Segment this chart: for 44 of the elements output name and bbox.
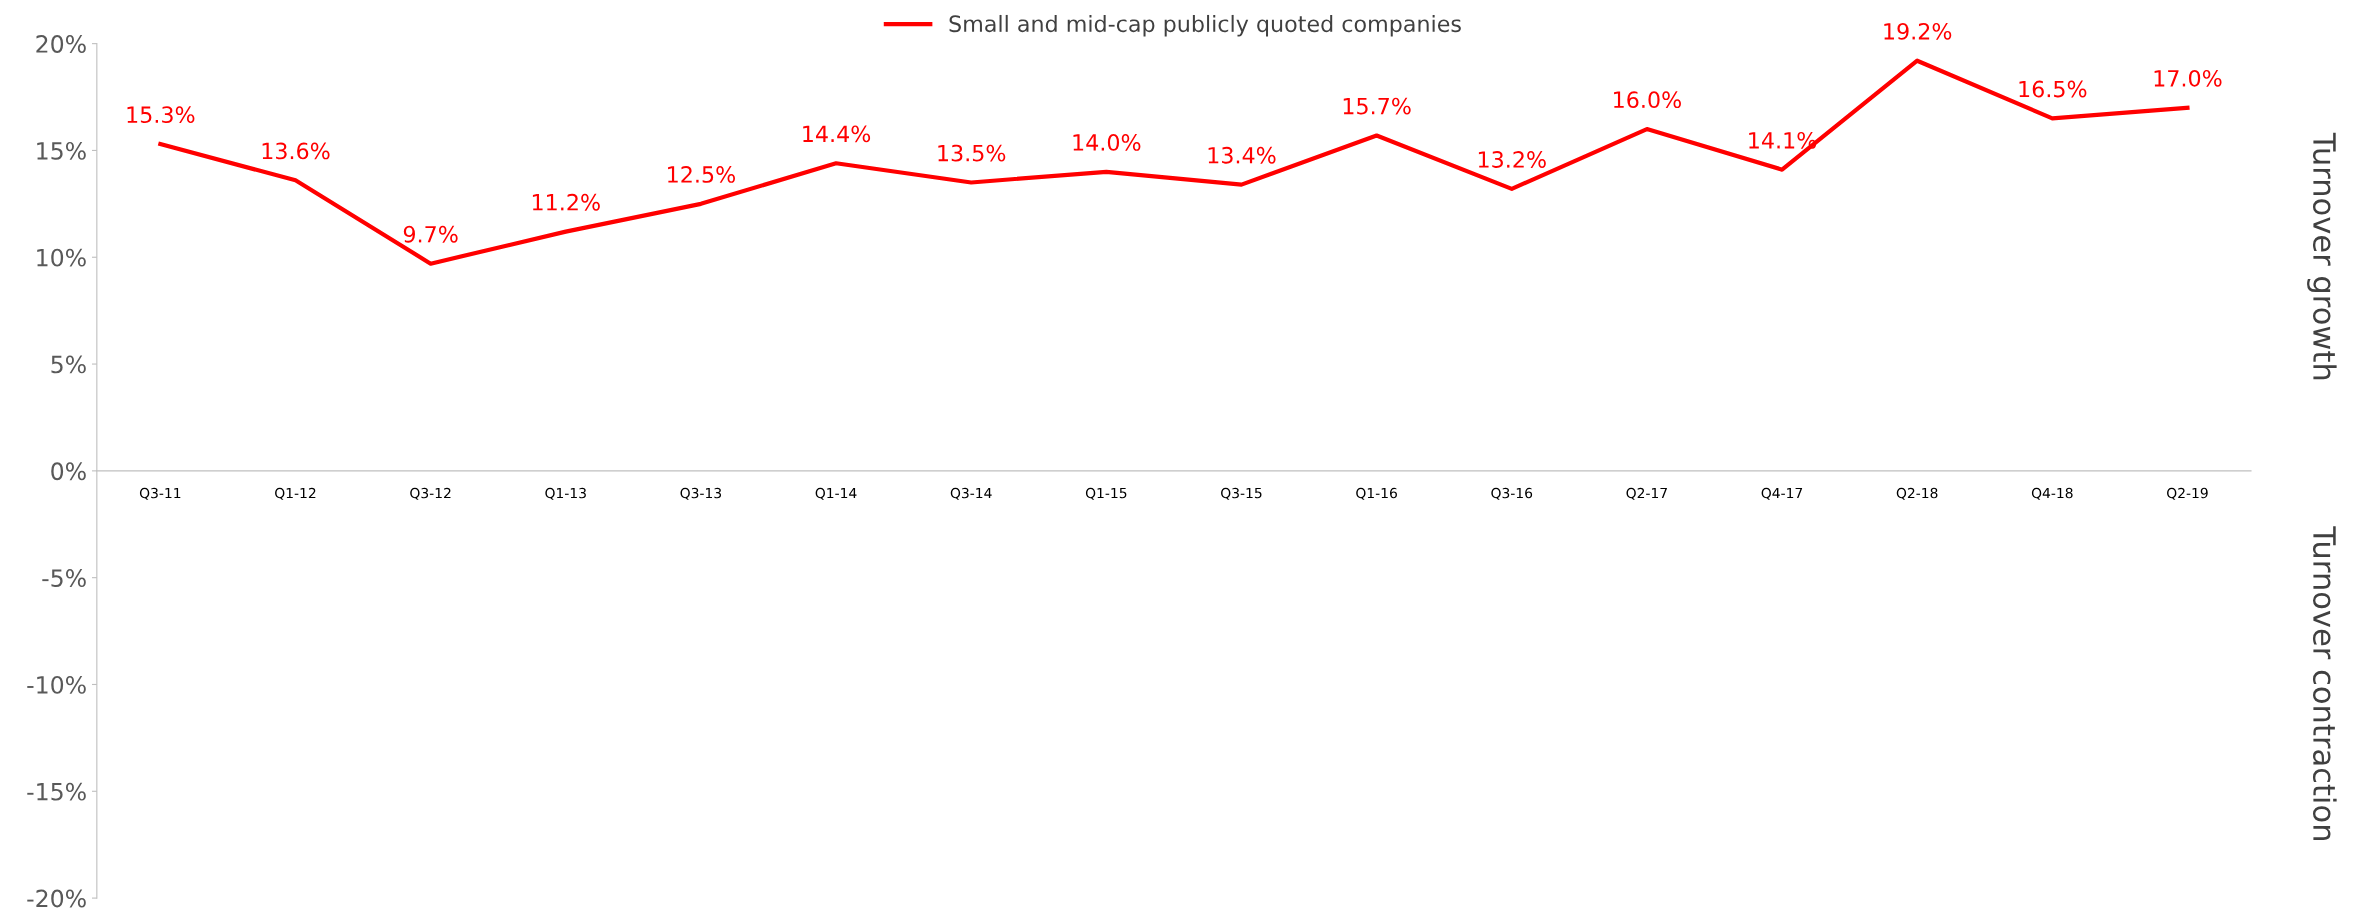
data-label: 9.7% bbox=[403, 225, 458, 243]
data-label: 13.6% bbox=[262, 142, 330, 160]
y-tick-label: 20% bbox=[36, 35, 86, 53]
data-label: 13.5% bbox=[938, 144, 1006, 162]
y-tick-label: -5% bbox=[42, 569, 86, 587]
y-tick-label: 10% bbox=[37, 248, 86, 267]
data-label: 11.2% bbox=[532, 193, 600, 211]
data-label: 14.0% bbox=[1073, 134, 1141, 151]
x-tick-label: Q1-12 bbox=[275, 487, 316, 500]
data-label: 14.4% bbox=[803, 125, 871, 143]
y-tick-label: 15% bbox=[37, 141, 86, 160]
x-tick-label: Q3-13 bbox=[680, 487, 722, 500]
data-label: 15.3% bbox=[127, 106, 195, 124]
data-label: 13.4% bbox=[1208, 146, 1276, 164]
x-tick-label: Q2-18 bbox=[1896, 487, 1938, 500]
x-tick-label: Q1-16 bbox=[1356, 487, 1397, 500]
x-tick-label: Q1-13 bbox=[545, 487, 586, 500]
x-tick-label: Q3-15 bbox=[1221, 487, 1262, 500]
data-label: 12.5% bbox=[668, 166, 735, 183]
data-label: 14.1% bbox=[1749, 131, 1817, 149]
x-tick-label: Q3-16 bbox=[1491, 487, 1533, 500]
text: Turnover contraction bbox=[2312, 526, 2337, 840]
x-tick-label: Q3-11 bbox=[139, 487, 181, 500]
y-tick-label: -15% bbox=[27, 782, 86, 801]
x-tick-label: Q3-12 bbox=[410, 487, 451, 500]
x-tick-label: Q2-19 bbox=[2167, 487, 2208, 500]
data-label: 13.2% bbox=[1478, 151, 1546, 168]
y-tick-label: 5% bbox=[51, 355, 86, 374]
data-label: 15.7% bbox=[1343, 97, 1411, 115]
y-tick-label: -20% bbox=[27, 889, 86, 908]
data-label: 16.0% bbox=[1614, 91, 1681, 109]
x-tick-label: Q2-17 bbox=[1626, 487, 1667, 500]
x-tick-label: Q1-14 bbox=[815, 487, 857, 500]
legend-label: Small and mid-cap publicly quoted companies bbox=[949, 14, 1461, 37]
x-tick-label: Q4-18 bbox=[2031, 487, 2073, 500]
data-label: 16.5% bbox=[2019, 80, 2087, 98]
text: Turnover growth bbox=[2307, 132, 2337, 380]
x-tick-label: Q3-14 bbox=[950, 487, 992, 500]
x-tick-label: Q1-15 bbox=[1085, 487, 1127, 500]
data-label: 17.0% bbox=[2154, 69, 2222, 87]
data-label: 19.2% bbox=[1884, 22, 1952, 40]
x-tick-label: Q4-17 bbox=[1761, 487, 1803, 500]
y-tick-label: 0% bbox=[51, 462, 86, 481]
y-tick-label: -10% bbox=[27, 675, 86, 694]
